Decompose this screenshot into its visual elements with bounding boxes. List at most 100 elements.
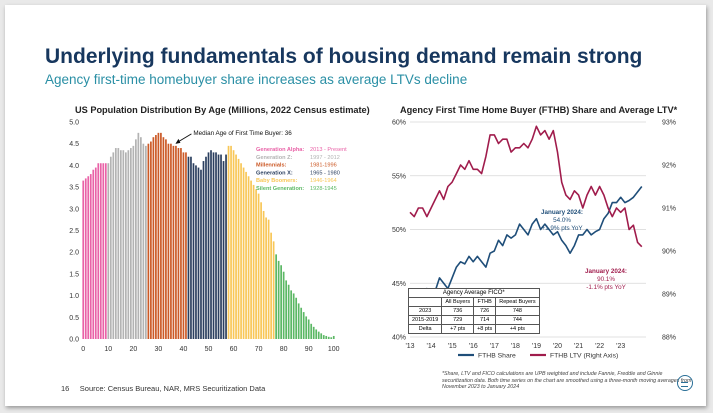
population-bar <box>165 139 167 339</box>
population-bar <box>295 297 298 339</box>
population-bar <box>247 176 250 339</box>
fthb-ltv-callout: January 2024: <box>585 268 627 275</box>
x-tick-label: 80 <box>280 346 288 353</box>
population-bar <box>217 154 220 339</box>
generation-label: Silent Generation: <box>256 186 304 192</box>
x-tick-label: '22 <box>595 343 604 350</box>
population-bar <box>109 156 112 339</box>
population-bar <box>307 319 310 339</box>
population-bar <box>285 280 288 339</box>
population-bar <box>187 156 190 339</box>
x-tick-label: '21 <box>574 343 583 350</box>
population-bar <box>207 152 210 339</box>
population-bar <box>175 145 177 339</box>
population-bar <box>167 143 170 339</box>
fico-cell: 2015-2019 <box>407 315 443 325</box>
median-age-annotation: Median Age of First Time Buyer: 36 <box>193 130 292 137</box>
population-bar <box>117 148 120 339</box>
generation-label: Baby Boomers: <box>256 178 297 184</box>
generation-label: Generation Alpha: <box>256 147 304 153</box>
population-bar <box>282 271 285 339</box>
x-tick-label: 20 <box>129 346 137 353</box>
fico-cell: 748 <box>495 306 540 316</box>
population-bar <box>260 202 262 339</box>
population-bar <box>235 154 237 339</box>
fico-table: Agency Average FICO* All Buyers FTHB Rep… <box>407 288 540 334</box>
x-tick-label: 0 <box>81 346 85 353</box>
fico-cell: 736 <box>441 306 475 316</box>
fico-header: All Buyers <box>441 297 475 307</box>
population-bar <box>262 210 265 339</box>
x-tick-label: '23 <box>616 343 625 350</box>
population-bar <box>192 163 195 339</box>
population-bar <box>210 150 212 339</box>
y-tick-label: 0.0 <box>69 337 79 344</box>
population-bar <box>162 137 165 339</box>
population-bar <box>330 337 333 339</box>
fthb-share-callout: January 2024: <box>541 209 583 216</box>
population-bar <box>232 150 235 339</box>
population-bar <box>297 303 300 339</box>
population-bar <box>180 148 182 339</box>
slide-footer: 16 Source: Census Bureau, NAR, MRS Secur… <box>61 384 265 393</box>
population-bar <box>145 145 147 339</box>
population-bar <box>267 219 270 339</box>
y-tick-label: 1.5 <box>69 271 79 278</box>
y-tick-label: 2.5 <box>69 228 79 235</box>
legend-label: FTHB Share <box>478 353 516 360</box>
population-chart: 0.0 0.5 1.0 1.5 2.0 2.5 3.0 3.5 4.0 4.5 5.0 0 10 20 30… <box>69 120 347 354</box>
population-bar <box>225 154 227 339</box>
population-bar <box>250 180 252 339</box>
population-bar <box>327 336 330 339</box>
population-bar <box>322 335 325 339</box>
population-bar <box>92 169 95 339</box>
fthb-ltv-callout: 90.1% <box>597 276 615 283</box>
population-bar <box>252 184 255 339</box>
y-tick-label: 3.0 <box>69 206 79 213</box>
y-left-tick-label: 55% <box>392 173 406 180</box>
population-bar <box>127 150 130 339</box>
footnote: *Share, LTV and FICO calculations are UP… <box>442 371 692 391</box>
fico-cell: 744 <box>495 315 540 325</box>
y-tick-label: 4.5 <box>69 141 79 148</box>
population-bar <box>280 265 282 339</box>
population-bar <box>200 169 202 339</box>
generation-years: 1981-1996 <box>310 163 337 169</box>
population-bar <box>137 132 140 339</box>
population-bar <box>277 260 280 339</box>
x-tick-label: '17 <box>490 343 499 350</box>
company-logo-icon <box>677 375 693 391</box>
source-note: Source: Census Bureau, NAR, MRS Securiti… <box>79 384 266 393</box>
population-bar <box>290 290 293 339</box>
population-bar <box>317 331 320 339</box>
fico-header: FTHB <box>473 297 497 307</box>
population-bar <box>107 163 110 339</box>
fthb-chart-title: Agency First Time Home Buyer (FTHB) Shar… <box>400 105 678 115</box>
generation-years: 1946-1964 <box>310 178 337 184</box>
x-tick-label: '19 <box>532 343 541 350</box>
population-bar <box>320 333 323 339</box>
population-bar <box>157 132 160 339</box>
population-bar <box>230 145 232 339</box>
x-tick-label: 100 <box>328 346 340 353</box>
y-left-tick-label: 40% <box>392 335 406 342</box>
population-bar <box>300 307 303 339</box>
annotation-arrowhead <box>175 138 181 144</box>
population-bar <box>227 145 230 339</box>
generation-years: 1965 - 1980 <box>310 170 340 176</box>
y-tick-label: 1.0 <box>69 293 79 300</box>
y-right-tick-label: 91% <box>662 206 676 213</box>
y-tick-label: 0.5 <box>69 315 79 322</box>
y-tick-label: 5.0 <box>69 120 79 127</box>
population-bar <box>190 156 192 339</box>
population-bar <box>202 161 205 339</box>
x-tick-label: 60 <box>230 346 238 353</box>
generation-label: Generation X: <box>256 170 293 176</box>
population-bar <box>112 152 115 339</box>
x-tick-label: 40 <box>180 346 188 353</box>
population-bar <box>129 148 132 339</box>
fthb-chart: 40% 45% 50% 55% 60% 88% 89% 90% 91% 92% 93% '13 '14 '… <box>392 120 676 360</box>
population-bar <box>257 193 260 339</box>
population-bar <box>155 135 157 339</box>
population-bar <box>89 174 92 339</box>
